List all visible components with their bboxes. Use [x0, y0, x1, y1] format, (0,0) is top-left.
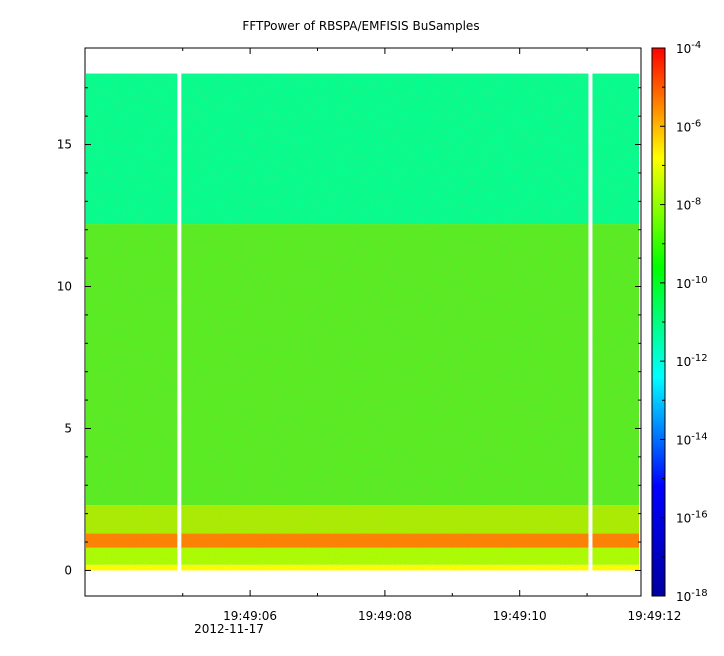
plot-frame — [84, 47, 642, 597]
colorbar-tick-label: 10-10 — [676, 275, 708, 291]
colorbar-tick-label: 10-16 — [676, 510, 708, 526]
colorbar-tick-label: 10-14 — [676, 431, 708, 447]
spectrogram-texture — [86, 73, 639, 571]
x-tick-label: 19:49:12 — [628, 609, 682, 623]
plot-area — [84, 47, 642, 597]
x-tick-label: 19:49:06 — [223, 609, 277, 623]
x-axis: 19:49:06 19:49:08 19:49:10 19:49:12 — [182, 48, 682, 623]
y-axis: 0 5 10 15 — [57, 87, 641, 577]
x-tick-label: 19:49:10 — [493, 609, 547, 623]
y-tick-label: 15 — [57, 138, 72, 152]
y-tick-label: 0 — [64, 563, 72, 577]
colorbar: 10-4 10-6 10-8 10-10 10-12 10-14 10-16 10-18 — [651, 40, 708, 604]
colorbar-tick-label: 10-4 — [676, 40, 701, 56]
y-tick-label: 5 — [64, 421, 72, 435]
x-date-label: 2012-11-17 — [194, 622, 264, 636]
y-tick-label: 10 — [57, 280, 72, 294]
data-gap — [588, 72, 593, 572]
colorbar-tick-label: 10-6 — [676, 118, 701, 134]
chart-title: FFTPower of RBSPA/EMFISIS BuSamples — [242, 19, 479, 33]
data-gap — [177, 72, 182, 572]
x-tick-label: 19:49:08 — [358, 609, 412, 623]
colorbar-tick-label: 10-12 — [676, 353, 708, 369]
colorbar-tick-label: 10-8 — [676, 197, 701, 213]
colorbar-tick-label: 10-18 — [676, 588, 708, 604]
